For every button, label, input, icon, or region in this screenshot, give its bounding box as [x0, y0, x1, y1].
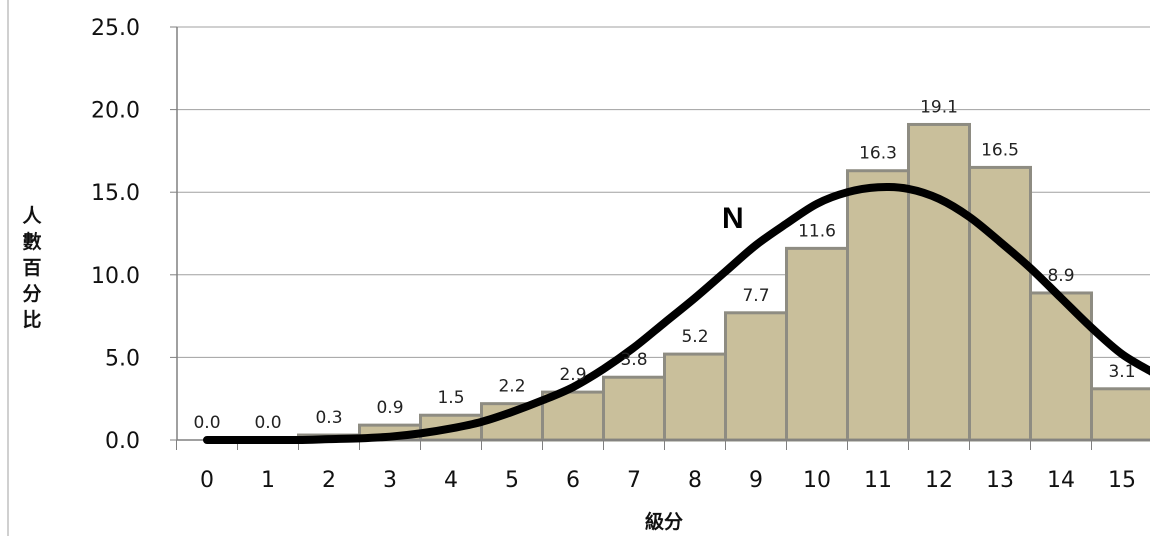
- data-label: 1.5: [437, 388, 464, 408]
- data-label: 0.0: [193, 413, 220, 433]
- x-tick-label: 11: [864, 468, 892, 493]
- data-labels: 0.0 0.0 0.3 0.9 1.5 2.2 2.9 3.8 5.2 7.7 11.6 16.3 19…: [193, 97, 1135, 433]
- data-label: 7.7: [742, 286, 769, 306]
- data-label: 11.6: [798, 221, 836, 241]
- y-axis-title: 人 數 百 分 比: [22, 205, 42, 331]
- data-label: 16.5: [981, 140, 1019, 160]
- y-axis-title-char: 比: [22, 309, 41, 331]
- x-tick-label: 0: [200, 468, 214, 493]
- data-label: 2.9: [559, 365, 586, 385]
- data-label: 3.8: [620, 350, 647, 370]
- x-tick-label: 7: [627, 468, 641, 493]
- bar: [663, 352, 727, 442]
- y-tick-label: 20.0: [91, 99, 140, 124]
- x-tick-label: 13: [986, 468, 1014, 493]
- y-tick-label: 15.0: [91, 181, 140, 206]
- x-tick-label: 6: [566, 468, 580, 493]
- x-tick-labels: 0 1 2 3 4 5 6 7 8 9 10 11 12 13 14 15: [200, 468, 1136, 493]
- data-label: 19.1: [920, 97, 958, 117]
- x-tick-label: 12: [925, 468, 953, 493]
- data-label: 2.2: [498, 377, 525, 397]
- y-tick-label: 10.0: [91, 264, 140, 289]
- bar: [968, 165, 1032, 442]
- data-label: 3.1: [1108, 362, 1135, 382]
- x-tick-label: 1: [261, 468, 275, 493]
- bar: [1090, 387, 1150, 442]
- data-label: 5.2: [681, 327, 708, 347]
- x-tick-label: 8: [688, 468, 702, 493]
- curve-annotation: N: [722, 202, 744, 235]
- normal-curve-line: [203, 182, 1150, 445]
- bar: [724, 311, 788, 442]
- data-label: 0.0: [254, 413, 281, 433]
- x-tick-label: 15: [1108, 468, 1136, 493]
- x-tick-label: 4: [444, 468, 458, 493]
- x-tick-label: 3: [383, 468, 397, 493]
- bar: [785, 246, 849, 442]
- y-tick-label: 0.0: [105, 429, 140, 454]
- data-label: 8.9: [1047, 266, 1074, 286]
- data-label: 0.9: [376, 398, 403, 418]
- y-tick-label: 25.0: [91, 16, 140, 41]
- x-tick-label: 9: [749, 468, 763, 493]
- y-tick-label: 5.0: [105, 346, 140, 371]
- x-tick-label: 14: [1047, 468, 1075, 493]
- data-label: 0.3: [315, 408, 342, 428]
- y-axis-title-char: 百: [22, 257, 41, 279]
- bar: [907, 122, 971, 442]
- normal-curve: [203, 182, 1150, 445]
- y-tick-labels: 0.0 5.0 10.0 15.0 20.0 25.0: [91, 16, 140, 454]
- bar: [602, 375, 666, 442]
- y-axis-title-char: 數: [22, 231, 41, 253]
- x-axis-title: 級分: [645, 510, 683, 533]
- y-axis-title-char: 分: [22, 283, 41, 305]
- y-axis-title-char: 人: [22, 205, 42, 227]
- x-tick-label: 2: [322, 468, 336, 493]
- x-tick-label: 10: [803, 468, 831, 493]
- bars: [297, 122, 1150, 442]
- x-tick-label: 5: [505, 468, 519, 493]
- data-label: 16.3: [859, 144, 897, 164]
- bar: [846, 169, 910, 442]
